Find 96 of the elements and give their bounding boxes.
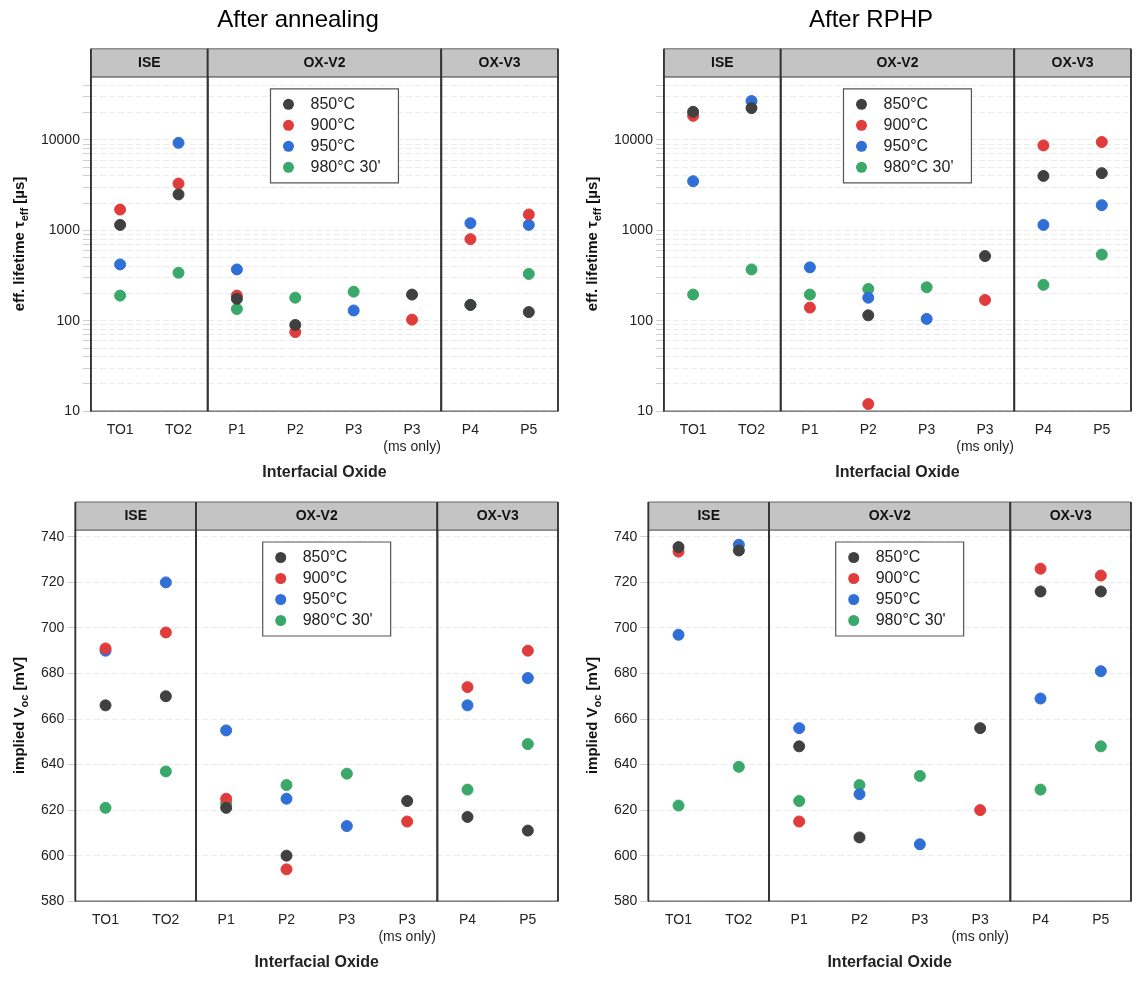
band-label: OX-V2 [868, 506, 911, 523]
y-tick-label: 580 [614, 892, 638, 909]
y-tick-label: 100 [56, 311, 81, 328]
legend-label: 950°C [883, 136, 929, 154]
band-label: OX-V2 [876, 53, 919, 70]
x-tick-label: P2 [277, 911, 296, 928]
x-tick-label: P2 [286, 421, 305, 438]
x-tick-label: P3 [338, 911, 356, 928]
x-tick-label: P2 [850, 911, 869, 928]
legend-label: 850°C [875, 547, 921, 565]
x-axis-title: Interfacial Oxide [262, 462, 387, 480]
y-tick-label: 10 [637, 402, 654, 419]
legend-label: 950°C [875, 589, 921, 607]
x-tick-label: P5 [520, 421, 538, 438]
x-tick-label: TO2 [738, 421, 766, 438]
band-label: OX-V3 [476, 506, 519, 523]
legend-label: 850°C [310, 94, 356, 112]
x-tick-label: P1 [217, 911, 235, 928]
band-label: ISE [138, 53, 161, 70]
x-tick-label: TO1 [92, 911, 120, 928]
band-label: OX-V2 [303, 53, 346, 70]
x-tick-label: P4 [458, 911, 477, 928]
x-tick-label: TO2 [152, 911, 180, 928]
y-axis-title: eff. lifetime τeff [µs] [583, 176, 603, 312]
x-tick-label: TO1 [679, 421, 707, 438]
legend-label: 980°C 30' [875, 610, 946, 628]
x-tick-label: P3 [918, 421, 936, 438]
y-tick-label: 740 [41, 527, 65, 544]
chart-title: After RPHP [808, 5, 934, 33]
legend-label: 850°C [883, 94, 929, 112]
y-tick-label: 10000 [613, 130, 654, 147]
x-tick-label: P5 [519, 911, 537, 928]
x-tick-label: P3 [345, 421, 363, 438]
y-axis-title: implied Voc [mV] [583, 657, 603, 775]
y-tick-label: 620 [41, 800, 65, 817]
x-axis-title: Interfacial Oxide [835, 462, 960, 480]
legend-label: 980°C 30' [310, 157, 381, 175]
x-axis-title: Interfacial Oxide [254, 952, 380, 970]
legend-label: 980°C 30' [302, 610, 373, 628]
y-tick-label: 10000 [40, 130, 81, 147]
y-tick-label: 660 [41, 709, 65, 726]
x-tick-label: P4 [1031, 911, 1050, 928]
band-label: ISE [711, 53, 734, 70]
y-tick-label: 720 [614, 573, 638, 590]
band-label: OX-V3 [478, 53, 521, 70]
legend-label: 900°C [310, 115, 356, 133]
x-tick-label: P5 [1092, 911, 1110, 928]
x-tick-label: P3 (ms only) [378, 911, 436, 945]
y-tick-label: 680 [614, 664, 638, 681]
band-label: OX-V2 [295, 506, 338, 523]
y-tick-label: 680 [41, 664, 65, 681]
y-tick-label: 640 [614, 755, 638, 772]
y-tick-label: 740 [614, 527, 638, 544]
y-tick-label: 580 [41, 892, 65, 909]
legend-label: 900°C [302, 568, 348, 586]
y-tick-label: 640 [41, 755, 65, 772]
y-axis-title: eff. lifetime τeff [µs] [10, 176, 30, 312]
legend-label: 900°C [883, 115, 929, 133]
x-tick-label: TO1 [106, 421, 134, 438]
legend-label: 850°C [302, 547, 348, 565]
y-tick-label: 620 [614, 800, 638, 817]
y-axis-title: implied Voc [mV] [10, 657, 30, 775]
y-tick-label: 600 [614, 846, 638, 863]
x-tick-label: P3 (ms only) [956, 421, 1014, 455]
band-label: OX-V3 [1051, 53, 1094, 70]
y-tick-label: 1000 [48, 221, 81, 238]
x-tick-label: P3 (ms only) [383, 421, 441, 455]
x-axis-title: Interfacial Oxide [827, 952, 953, 970]
x-tick-label: P1 [801, 421, 819, 438]
chart-title: After annealing [217, 5, 379, 33]
x-tick-label: TO1 [665, 911, 693, 928]
legend-label: 950°C [302, 589, 348, 607]
y-tick-label: 10 [64, 402, 81, 419]
x-tick-label: P4 [461, 421, 480, 438]
legend-label: 980°C 30' [883, 157, 954, 175]
x-tick-label: P5 [1093, 421, 1111, 438]
x-tick-label: P1 [228, 421, 246, 438]
x-tick-label: TO2 [725, 911, 753, 928]
x-tick-label: P3 (ms only) [951, 911, 1009, 945]
x-tick-label: P4 [1034, 421, 1053, 438]
x-tick-label: P3 [911, 911, 929, 928]
band-label: ISE [124, 506, 147, 523]
y-tick-label: 700 [41, 618, 65, 635]
x-tick-label: P2 [859, 421, 878, 438]
band-label: OX-V3 [1049, 506, 1092, 523]
y-tick-label: 660 [614, 709, 638, 726]
y-tick-label: 100 [629, 311, 654, 328]
legend-label: 950°C [310, 136, 356, 154]
y-tick-label: 720 [41, 573, 65, 590]
y-tick-label: 600 [41, 846, 65, 863]
y-tick-label: 1000 [621, 221, 654, 238]
legend-label: 900°C [875, 568, 921, 586]
y-tick-label: 700 [614, 618, 638, 635]
x-tick-label: P1 [790, 911, 808, 928]
x-tick-label: TO2 [165, 421, 193, 438]
band-label: ISE [697, 506, 720, 523]
